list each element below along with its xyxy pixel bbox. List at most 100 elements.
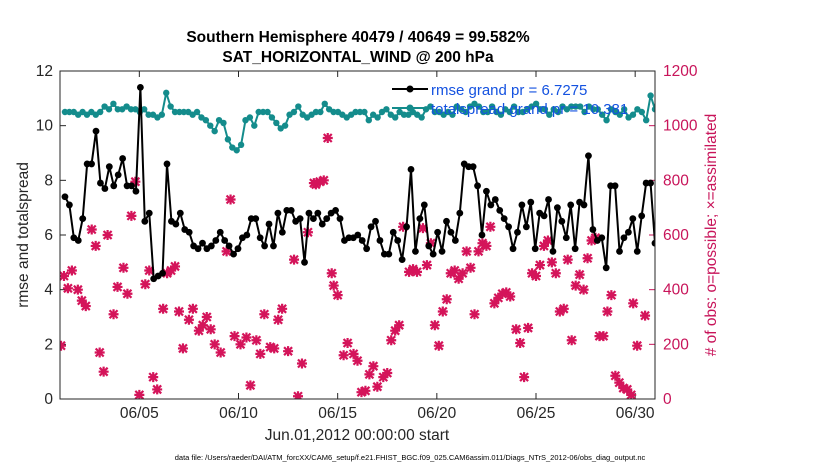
y2-axis-label: # of obs: o=possible; ×=assimilated [703, 114, 720, 357]
totalspread-point [590, 106, 597, 113]
y-tick-label: 4 [44, 282, 53, 299]
totalspread-point [233, 147, 240, 154]
rmse-point [199, 239, 206, 247]
obs-point [578, 284, 589, 295]
obs-point [102, 230, 113, 240]
rmse-point [145, 209, 153, 217]
obs-point [342, 337, 353, 348]
obs-point [626, 389, 637, 399]
totalspread-point [127, 106, 135, 113]
rmse-point [571, 245, 579, 253]
rmse-point [243, 231, 251, 239]
obs-point [546, 257, 557, 268]
obs-point [542, 235, 553, 246]
rmse-point [456, 209, 464, 217]
obs-point [453, 273, 464, 284]
rmse-point [270, 242, 277, 250]
rmse-point [323, 215, 331, 223]
obs-point [140, 279, 151, 290]
rmse-point [491, 196, 499, 203]
obs-point [511, 324, 522, 335]
obs-point [60, 340, 66, 351]
legend-spread-label: totalspread grand pr = 10.381 [431, 101, 628, 118]
x-tick-label: 06/30 [616, 405, 655, 422]
rmse-point [97, 179, 104, 187]
totalspread-point [427, 103, 434, 110]
obs-point [235, 339, 246, 350]
rmse-point [172, 220, 180, 228]
obs-point [338, 350, 349, 361]
totalspread-point [515, 108, 522, 116]
obs-point [170, 261, 181, 272]
totalspread-point [176, 108, 183, 116]
obs-point [457, 268, 468, 279]
rmse-point [487, 201, 495, 209]
y-tick-label: 10 [36, 118, 54, 135]
obs-point [76, 295, 87, 306]
obs-point [60, 271, 69, 281]
rmse-point [407, 166, 415, 173]
rmse-point [474, 182, 481, 190]
totalspread-point [581, 108, 588, 116]
rmse-point [633, 248, 641, 255]
rmse-point [447, 228, 455, 236]
rmse-point [469, 163, 477, 171]
obs-point [277, 303, 288, 314]
obs-point [606, 290, 617, 301]
totalspread-point [171, 108, 179, 116]
obs-point [489, 298, 500, 309]
y-tick-label: 0 [44, 391, 53, 408]
rmse-point [256, 234, 264, 242]
obs-point [386, 335, 397, 346]
rmse-point [301, 258, 308, 266]
obs-point [534, 260, 545, 271]
rmse-point [638, 212, 646, 220]
rmse-point [376, 237, 384, 244]
obs-point [209, 339, 220, 350]
rmse-point [101, 185, 109, 192]
obs-point [523, 322, 534, 333]
x-axis-ticks: 06/05 06/10 06/15 06/20 06/25 06/30 [120, 71, 655, 422]
rmse-point [265, 220, 273, 228]
rmse-point [598, 234, 606, 242]
totalspread-point [237, 141, 245, 148]
obs-point [382, 368, 393, 379]
totalspread-point [141, 106, 148, 113]
obs-point [348, 348, 359, 359]
rmse-point [629, 215, 637, 223]
obs-point [437, 306, 448, 317]
rmse-point [558, 217, 566, 225]
totalspread-point [616, 111, 623, 118]
totalspread-point [251, 122, 258, 129]
totalspread-point [211, 127, 218, 135]
rmse-point [496, 207, 504, 214]
totalspread-point [61, 108, 69, 116]
rmse-point [65, 201, 73, 209]
rmse-point [163, 160, 171, 168]
totalspread-point [352, 108, 359, 116]
rmse-point [451, 237, 459, 244]
x-tick-label: 06/10 [219, 405, 258, 422]
rmse-point [420, 201, 428, 209]
y2-tick-label: 400 [663, 282, 689, 299]
obs-point [505, 291, 516, 302]
totalspread-point [449, 111, 456, 118]
obs-point [80, 301, 91, 312]
obs-point [112, 281, 123, 292]
obs-point [98, 366, 109, 377]
rmse-point [651, 239, 655, 247]
obs-point [602, 306, 613, 317]
rmse-point [412, 248, 419, 255]
obs-point [66, 265, 77, 276]
rmse-point [416, 215, 424, 223]
obs-point [421, 260, 432, 271]
rmse-point [616, 248, 623, 255]
rmse-point [540, 212, 548, 220]
totalspread-point [620, 106, 628, 113]
obs-point [372, 381, 383, 392]
totalspread-point [273, 119, 280, 127]
rmse-point [274, 209, 282, 217]
obs-point [394, 320, 405, 331]
obs-point [628, 298, 639, 309]
x-tick-label: 06/25 [517, 405, 556, 422]
